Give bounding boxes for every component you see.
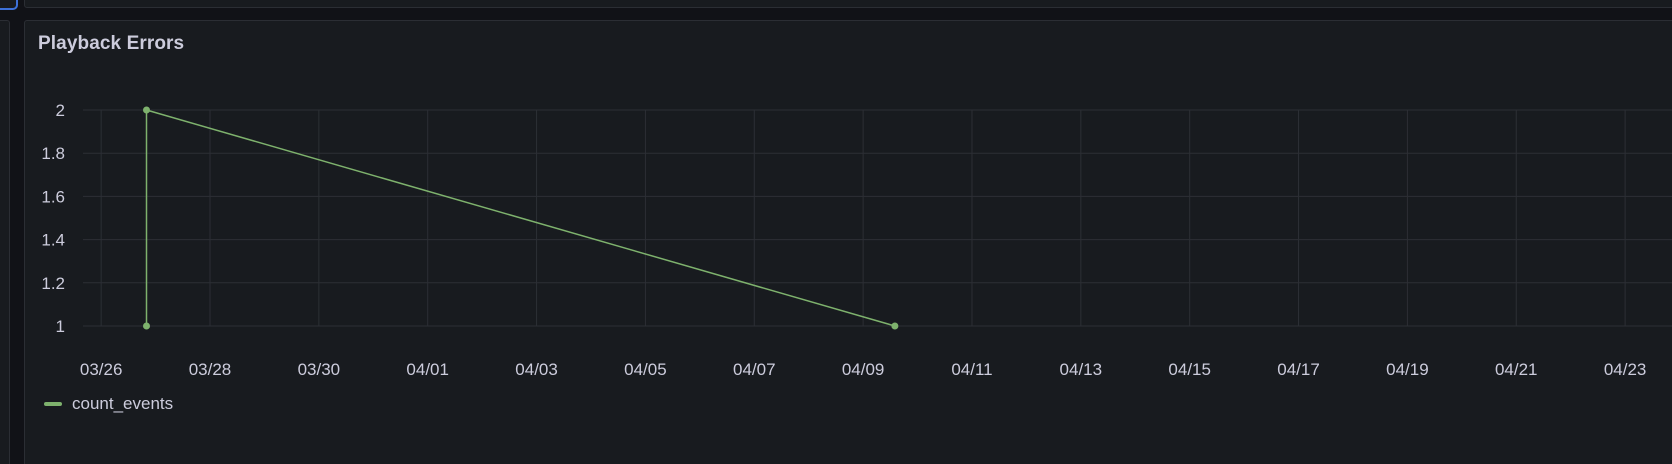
x-tick-label: 03/26 [80, 360, 123, 379]
legend-label[interactable]: count_events [72, 394, 174, 413]
grid [83, 109, 1672, 327]
x-axis: 03/26 03/28 03/30 04/01 04/03 04/05 04/07 04/09… [80, 360, 1647, 379]
x-tick-label: 04/13 [1060, 360, 1103, 379]
panel-title[interactable]: Playback Errors [38, 33, 185, 54]
x-tick-label: 04/23 [1604, 360, 1647, 379]
upper-panel-edge [24, 0, 1672, 8]
data-point[interactable] [142, 322, 150, 330]
x-tick-label: 03/30 [298, 360, 341, 379]
x-tick-label: 04/11 [951, 360, 992, 379]
series-line[interactable] [145, 109, 896, 327]
x-tick-label: 04/07 [733, 360, 776, 379]
x-tick-label: 04/03 [515, 360, 558, 379]
data-point[interactable] [142, 106, 150, 114]
y-tick-label: 1.8 [41, 144, 65, 163]
y-axis: 1 1.2 1.4 1.6 1.8 2 [41, 101, 65, 336]
y-tick-label: 2 [56, 101, 65, 120]
data-point[interactable] [891, 322, 899, 330]
selected-panel-edge[interactable] [0, 0, 18, 10]
y-tick-label: 1.2 [41, 274, 65, 293]
x-tick-label: 04/05 [624, 360, 667, 379]
x-tick-label: 03/28 [189, 360, 232, 379]
time-series-chart[interactable]: 1 1.2 1.4 1.6 1.8 2 03/26 03/28 03/30 04/01 04/03… [25, 21, 1672, 464]
x-tick-label: 04/17 [1277, 360, 1320, 379]
y-tick-label: 1 [56, 317, 65, 336]
x-tick-label: 04/15 [1168, 360, 1211, 379]
playback-errors-panel[interactable]: Playback Errors 1 1.2 1.4 1.6 1.8 2 03/26 03/2… [24, 20, 1672, 464]
x-tick-label: 04/19 [1386, 360, 1429, 379]
y-tick-label: 1.6 [41, 187, 65, 206]
series-count-events[interactable] [142, 106, 899, 330]
legend[interactable]: count_events [44, 394, 173, 414]
legend-swatch [44, 402, 62, 406]
x-tick-label: 04/01 [406, 360, 449, 379]
side-panel-edge [0, 20, 10, 464]
x-tick-label: 04/21 [1495, 360, 1538, 379]
y-tick-label: 1.4 [41, 231, 65, 250]
x-tick-label: 04/09 [842, 360, 885, 379]
